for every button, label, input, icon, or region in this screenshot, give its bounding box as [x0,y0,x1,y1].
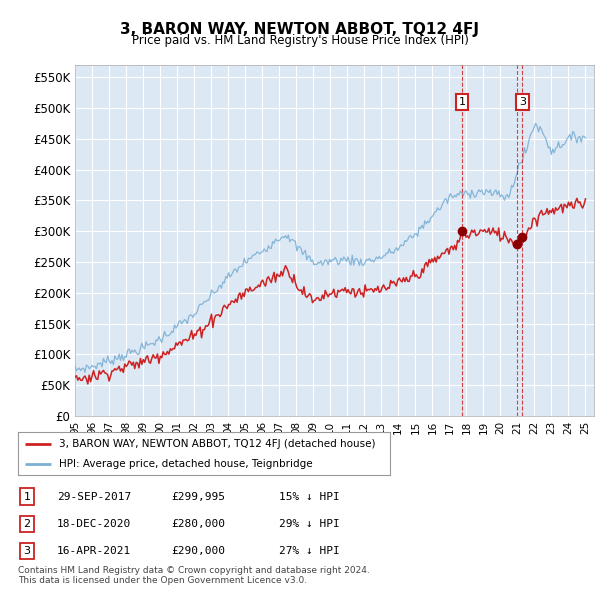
Text: 3: 3 [519,97,526,107]
Text: Price paid vs. HM Land Registry's House Price Index (HPI): Price paid vs. HM Land Registry's House … [131,34,469,47]
Text: 29-SEP-2017: 29-SEP-2017 [57,492,131,502]
Text: 18-DEC-2020: 18-DEC-2020 [57,519,131,529]
Text: £280,000: £280,000 [171,519,225,529]
Text: 27% ↓ HPI: 27% ↓ HPI [279,546,340,556]
Text: 3, BARON WAY, NEWTON ABBOT, TQ12 4FJ (detached house): 3, BARON WAY, NEWTON ABBOT, TQ12 4FJ (de… [59,439,376,449]
Text: £290,000: £290,000 [171,546,225,556]
Text: HPI: Average price, detached house, Teignbridge: HPI: Average price, detached house, Teig… [59,460,313,469]
Text: 2: 2 [23,519,31,529]
Text: 1: 1 [23,492,31,502]
Text: 29% ↓ HPI: 29% ↓ HPI [279,519,340,529]
Text: £299,995: £299,995 [171,492,225,502]
Text: 15% ↓ HPI: 15% ↓ HPI [279,492,340,502]
Text: Contains HM Land Registry data © Crown copyright and database right 2024.
This d: Contains HM Land Registry data © Crown c… [18,566,370,585]
Text: 3: 3 [23,546,31,556]
Text: 1: 1 [458,97,466,107]
Text: 3, BARON WAY, NEWTON ABBOT, TQ12 4FJ: 3, BARON WAY, NEWTON ABBOT, TQ12 4FJ [121,22,479,37]
Text: 16-APR-2021: 16-APR-2021 [57,546,131,556]
